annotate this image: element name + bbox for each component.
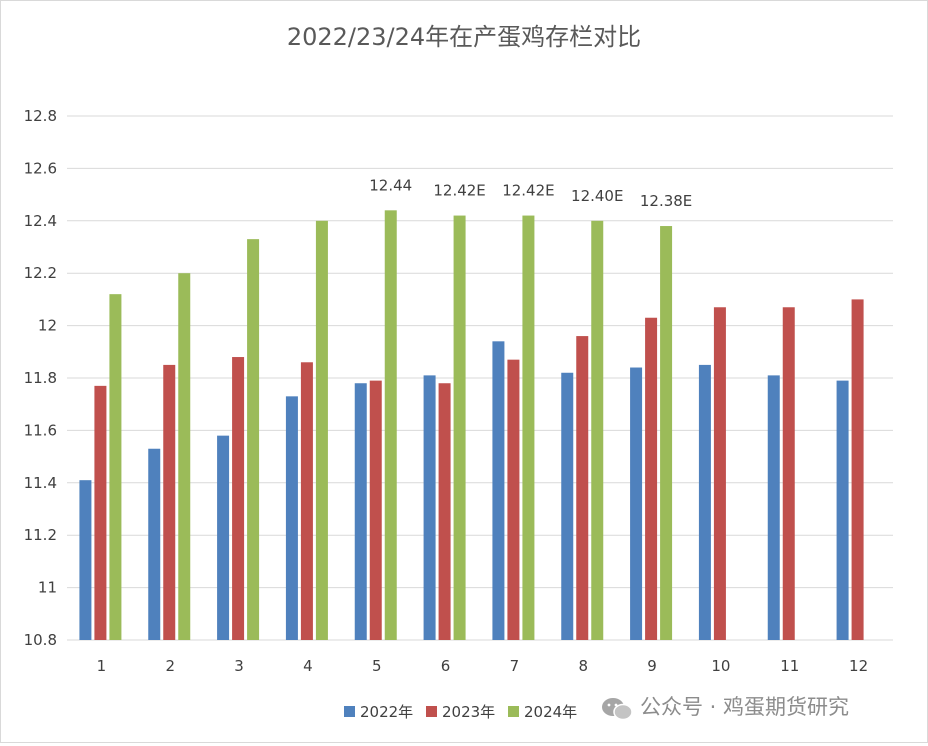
bar-2024年-9 — [660, 226, 673, 641]
bar-2022年-8 — [561, 372, 574, 640]
bar-2023年-2 — [163, 364, 176, 640]
bar-2024年-8 — [591, 220, 604, 641]
data-label: 12.40E — [571, 187, 623, 205]
bar-2023年-5 — [369, 380, 382, 640]
x-tick-label: 7 — [510, 657, 520, 675]
bar-2022年-5 — [354, 383, 367, 640]
data-label: 12.38E — [640, 192, 692, 210]
x-tick-label: 3 — [234, 657, 244, 675]
bar-2023年-12 — [851, 299, 864, 640]
axes: 10.81111.211.411.611.81212.212.412.612.8… — [24, 107, 869, 675]
x-tick-label: 11 — [780, 657, 799, 675]
bar-2022年-10 — [698, 364, 711, 640]
x-tick-label: 4 — [303, 657, 313, 675]
bar-2022年-11 — [767, 375, 780, 640]
watermark: 公众号 · 鸡蛋期货研究 — [602, 695, 849, 721]
bar-2022年-6 — [423, 375, 436, 640]
legend-swatch — [344, 706, 355, 717]
bar-2023年-9 — [645, 317, 658, 640]
y-tick-label: 11.4 — [24, 474, 57, 492]
bar-2024年-3 — [247, 239, 260, 640]
bar-2022年-12 — [836, 380, 849, 640]
chart-title: 2022/23/24年在产蛋鸡存栏对比 — [287, 23, 641, 51]
bar-2023年-7 — [507, 359, 520, 640]
bar-2024年-6 — [453, 215, 466, 640]
x-tick-label: 2 — [165, 657, 175, 675]
y-tick-label: 12.2 — [24, 264, 57, 282]
bar-2024年-2 — [178, 273, 191, 640]
bar-2024年-7 — [522, 215, 535, 640]
data-labels: 12.44 12.42E 12.42E 12.40E 12.38E — [369, 176, 692, 210]
watermark-text: 公众号 · 鸡蛋期货研究 — [640, 695, 849, 719]
y-tick-label: 11 — [38, 579, 57, 597]
bar-2024年-4 — [315, 220, 328, 641]
legend-swatch — [426, 706, 437, 717]
data-label: 12.42E — [502, 182, 554, 200]
y-tick-label: 11.2 — [24, 526, 57, 544]
bar-2023年-1 — [94, 385, 107, 640]
legend-label: 2023年 — [442, 703, 495, 721]
y-tick-label: 12.8 — [24, 107, 57, 125]
bar-2023年-3 — [232, 357, 245, 640]
x-tick-label: 6 — [441, 657, 451, 675]
bar-2022年-3 — [217, 435, 230, 640]
y-tick-label: 12 — [38, 317, 57, 335]
bar-2022年-2 — [148, 448, 161, 640]
legend-label: 2024年 — [524, 703, 577, 721]
x-tick-label: 10 — [711, 657, 730, 675]
y-tick-label: 11.6 — [24, 421, 57, 439]
legend-swatch — [508, 706, 519, 717]
legend-item: 2024年 — [508, 703, 577, 721]
bar-2023年-8 — [576, 336, 589, 640]
bar-2023年-11 — [782, 307, 795, 640]
legend-item: 2023年 — [426, 703, 495, 721]
data-label: 12.44 — [369, 176, 412, 194]
y-tick-label: 12.6 — [24, 159, 57, 177]
bar-2022年-7 — [492, 341, 505, 640]
bar-2023年-4 — [300, 362, 313, 640]
legend: 2022年 2023年 2024年 — [344, 703, 577, 721]
gridlines — [67, 115, 893, 641]
bar-2022年-9 — [630, 367, 643, 640]
x-tick-label: 8 — [578, 657, 588, 675]
y-tick-label: 12.4 — [24, 212, 57, 230]
bar-2023年-6 — [438, 383, 451, 640]
bar-2022年-1 — [79, 480, 92, 640]
x-tick-label: 12 — [849, 657, 868, 675]
bars — [79, 210, 864, 641]
legend-label: 2022年 — [360, 703, 413, 721]
bar-2022年-4 — [285, 396, 298, 640]
x-tick-label: 1 — [97, 657, 107, 675]
data-label: 12.42E — [433, 182, 485, 200]
x-tick-label: 5 — [372, 657, 382, 675]
bar-2024年-5 — [384, 210, 397, 640]
y-tick-label: 10.8 — [24, 631, 57, 649]
y-tick-label: 11.8 — [24, 369, 57, 387]
bar-2024年-1 — [109, 294, 122, 640]
x-tick-label: 9 — [647, 657, 657, 675]
legend-item: 2022年 — [344, 703, 413, 721]
wechat-icon — [602, 698, 633, 721]
bar-2023年-10 — [713, 307, 726, 640]
